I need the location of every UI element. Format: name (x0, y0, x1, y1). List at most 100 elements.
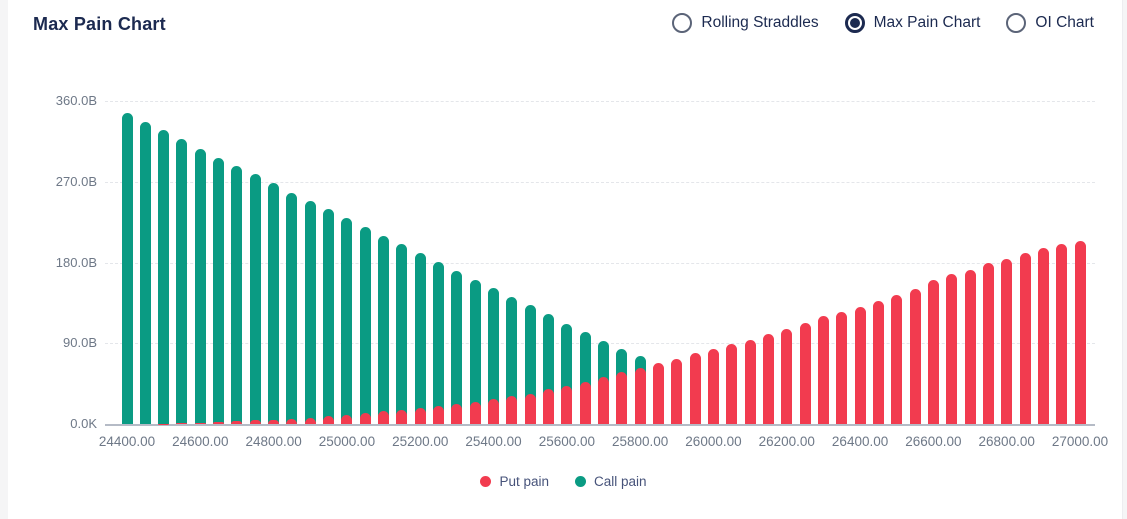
legend-item-put-pain[interactable]: Put pain (480, 474, 549, 489)
bar-group-26900 (1037, 101, 1049, 424)
bar-group-25150 (396, 101, 408, 424)
bar-group-26150 (762, 101, 774, 424)
bar-group-24750 (249, 101, 261, 424)
bar-group-25200 (414, 101, 426, 424)
put-pain-bar (469, 401, 481, 424)
chart-legend: Put pain Call pain (0, 474, 1127, 489)
put-pain-bar (1056, 243, 1068, 424)
bar-group-25300 (451, 101, 463, 424)
bar-group-24450 (139, 101, 151, 424)
bar-group-24700 (231, 101, 243, 424)
put-pain-bar (726, 344, 738, 424)
legend-item-call-pain[interactable]: Call pain (575, 474, 647, 489)
radio-max-pain-chart[interactable]: Max Pain Chart (844, 13, 981, 33)
call-pain-bar (469, 279, 481, 424)
call-pain-bar (304, 200, 316, 424)
bar-group-24800 (268, 101, 280, 424)
put-pain-bar (707, 348, 719, 424)
put-pain-dot-icon (480, 476, 492, 487)
legend-label: Put pain (499, 474, 549, 489)
x-tick-label: 24800.00 (245, 434, 302, 449)
bar-group-25900 (671, 101, 683, 424)
x-tick-label: 26800.00 (978, 434, 1035, 449)
put-pain-bar (836, 311, 848, 424)
bar-group-26850 (1019, 101, 1031, 424)
bar-group-24850 (286, 101, 298, 424)
call-pain-bar (121, 112, 133, 424)
bar-group-24600 (194, 101, 206, 424)
x-tick-label: 25800.00 (611, 434, 669, 449)
call-pain-bar (268, 182, 280, 424)
bar-group-26500 (891, 101, 903, 424)
bar-group-25100 (378, 101, 390, 424)
bar-group-25400 (488, 101, 500, 424)
x-tick-label: 24600.00 (172, 434, 229, 449)
bar-group-26100 (744, 101, 756, 424)
x-tick-label: 26200.00 (758, 434, 815, 449)
bar-group-24650 (213, 101, 225, 424)
put-pain-bar (616, 372, 628, 424)
put-pain-bar (762, 334, 774, 424)
chart-card (8, 0, 1123, 519)
radio-label: Max Pain Chart (873, 14, 981, 31)
put-pain-bar (451, 403, 463, 424)
put-pain-bar (854, 307, 866, 424)
put-pain-bar (286, 418, 298, 424)
put-pain-bar (1019, 252, 1031, 424)
radio-selected-icon[interactable] (844, 13, 865, 33)
call-pain-bar (579, 332, 591, 424)
put-pain-bar (946, 274, 958, 424)
bar-group-25500 (524, 101, 536, 424)
put-pain-bar (1074, 240, 1086, 424)
x-axis-line (105, 424, 1095, 426)
bar-group-26700 (964, 101, 976, 424)
plot-area[interactable] (105, 101, 1095, 426)
put-pain-bar (378, 411, 390, 424)
put-pain-bar (323, 416, 335, 424)
put-pain-bar (304, 417, 316, 424)
bar-group-26550 (909, 101, 921, 424)
legend-label: Call pain (594, 474, 647, 489)
bar-group-26200 (781, 101, 793, 424)
put-pain-bar (872, 301, 884, 424)
bar-group-25000 (341, 101, 353, 424)
x-tick-label: 27000.00 (1051, 434, 1109, 449)
call-pain-bar (194, 148, 206, 424)
put-pain-bar (414, 407, 426, 424)
radio-oi-chart[interactable]: OI Chart (1006, 13, 1094, 33)
call-pain-bar (249, 173, 261, 424)
put-pain-bar (176, 423, 188, 424)
y-tick-label: 270.0B (55, 173, 97, 189)
put-pain-bar (744, 339, 756, 424)
bar-group-24400 (121, 101, 133, 424)
put-pain-bar (543, 389, 555, 424)
call-pain-bar (286, 192, 298, 424)
call-pain-bar (396, 243, 408, 424)
bar-group-24950 (323, 101, 335, 424)
radio-icon[interactable] (1006, 13, 1027, 33)
call-pain-bar (231, 165, 243, 424)
put-pain-bar (579, 381, 591, 424)
gridline-270.0B (105, 181, 1095, 183)
y-tick-label: 0.0K (70, 416, 97, 431)
put-pain-bar (982, 262, 994, 424)
bar-group-25050 (359, 101, 371, 424)
bar-group-25550 (543, 101, 555, 424)
put-pain-bar (909, 289, 921, 424)
bar-group-25350 (469, 101, 481, 424)
bar-group-25700 (598, 101, 609, 424)
call-pain-bar (213, 158, 225, 424)
bar-group-26300 (817, 101, 829, 424)
x-tick-label: 24400.00 (98, 434, 156, 449)
put-pain-bar (964, 269, 976, 424)
put-pain-bar (524, 393, 536, 424)
call-pain-bar (176, 138, 188, 424)
put-pain-bar (891, 294, 903, 424)
bar-group-25600 (561, 101, 573, 424)
radio-icon[interactable] (672, 13, 693, 33)
x-tick-label: 25400.00 (465, 434, 522, 449)
call-pain-bar (451, 271, 463, 424)
radio-rolling-straddles[interactable]: Rolling Straddles (672, 13, 819, 33)
call-pain-bar (359, 226, 371, 424)
bar-group-25850 (652, 101, 664, 424)
